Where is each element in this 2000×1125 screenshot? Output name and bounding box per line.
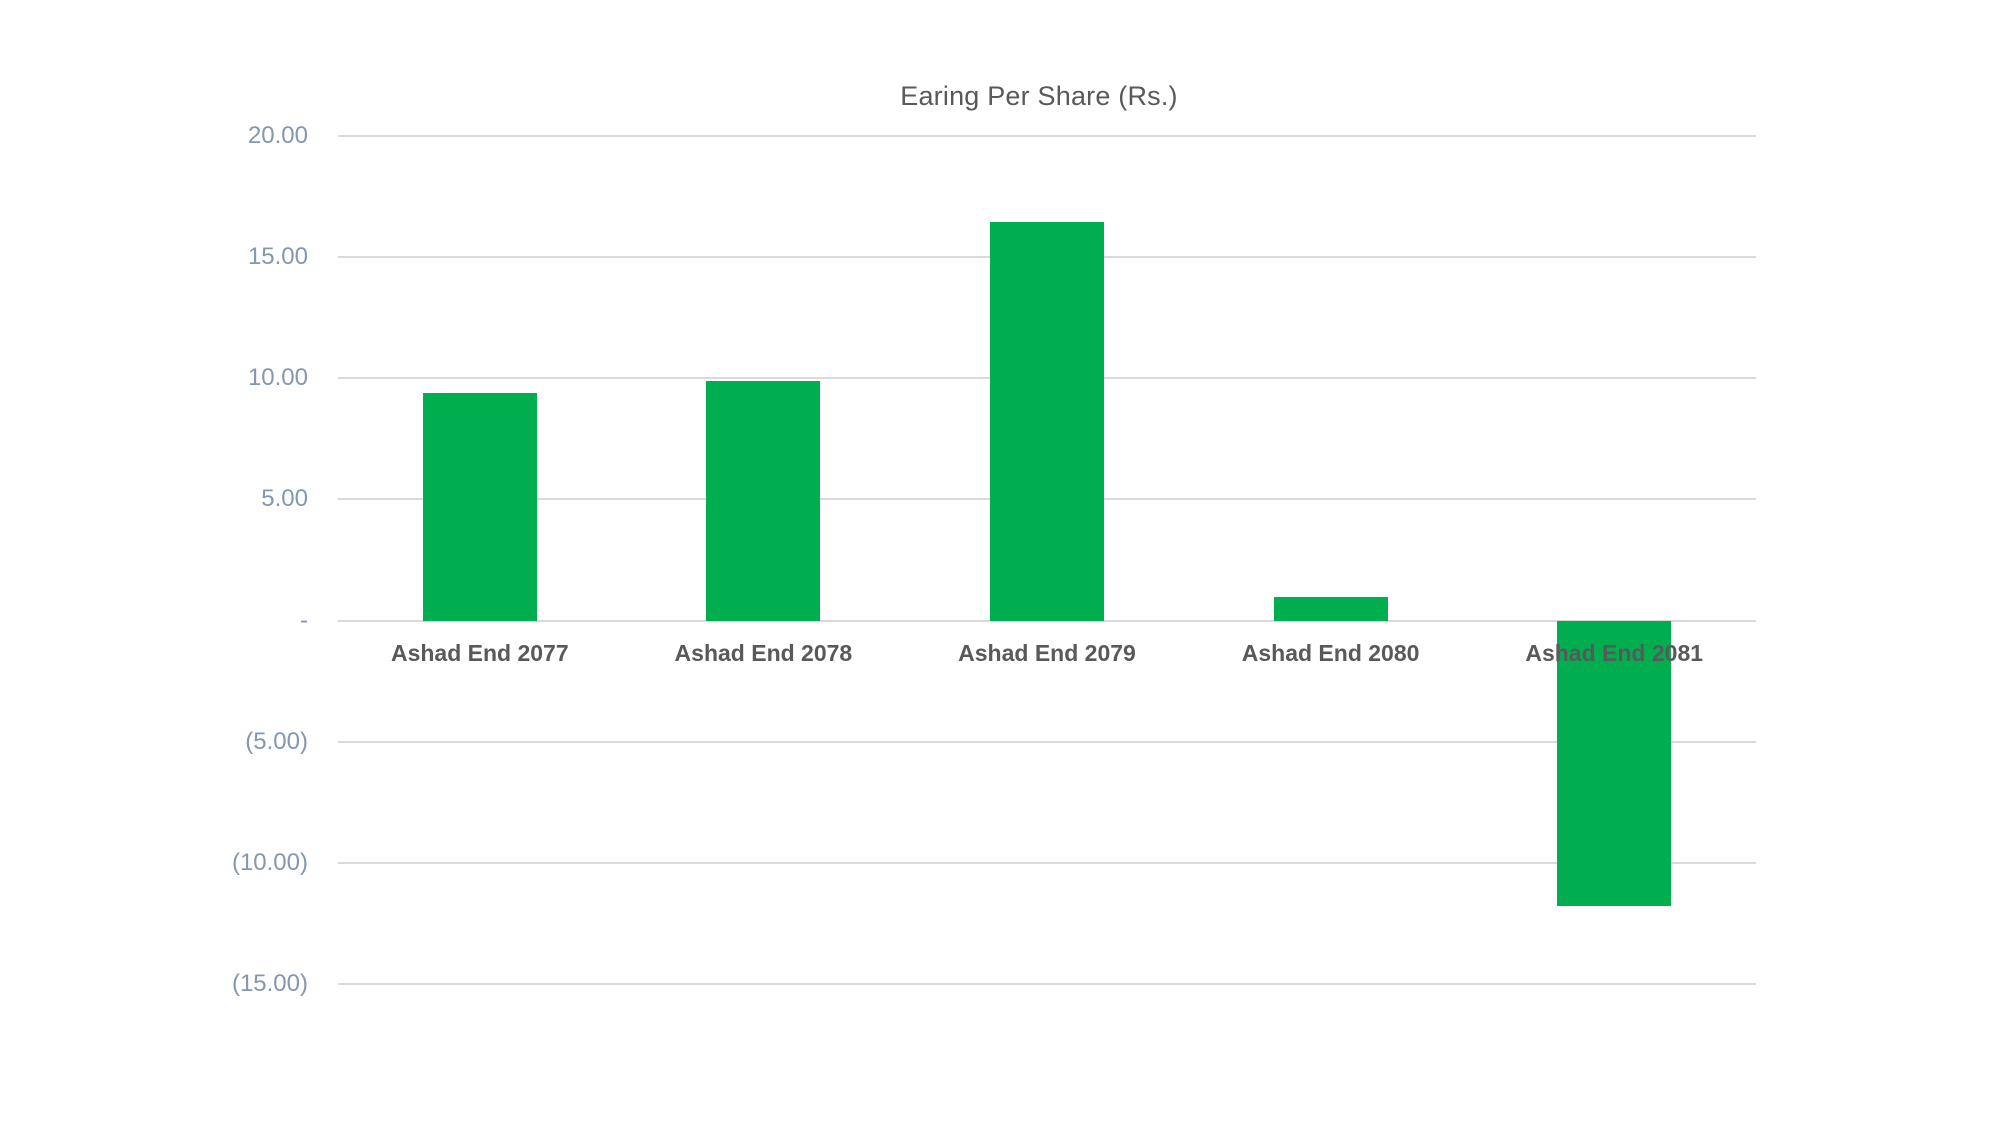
chart-title: Earing Per Share (Rs.) xyxy=(900,81,1178,111)
y-tick-label: (15.00) xyxy=(231,970,308,997)
category-label: Ashad End 2081 xyxy=(1525,639,1704,666)
gridline xyxy=(338,135,1756,137)
y-tick-label: 5.00 xyxy=(261,485,308,513)
y-tick-label: 15.00 xyxy=(247,243,308,271)
bar xyxy=(1273,596,1388,621)
category-label: Ashad End 2080 xyxy=(1241,639,1420,666)
gridline xyxy=(338,740,1756,743)
bar xyxy=(706,381,821,621)
category-label: Ashad End 2079 xyxy=(958,639,1136,666)
bar xyxy=(1557,620,1672,906)
bar xyxy=(990,221,1104,621)
gridline xyxy=(338,619,1756,622)
y-tick-label: 20.00 xyxy=(247,122,308,149)
gridline xyxy=(338,983,1756,985)
gridline xyxy=(338,861,1756,864)
bar xyxy=(422,393,537,621)
y-tick-label: 10.00 xyxy=(247,364,308,392)
y-tick-label: (10.00) xyxy=(231,848,308,876)
y-tick-label: (5.00) xyxy=(245,727,308,755)
category-label: Ashad End 2078 xyxy=(674,639,853,666)
y-tick-label: - xyxy=(300,606,308,634)
category-label: Ashad End 2077 xyxy=(390,639,569,666)
